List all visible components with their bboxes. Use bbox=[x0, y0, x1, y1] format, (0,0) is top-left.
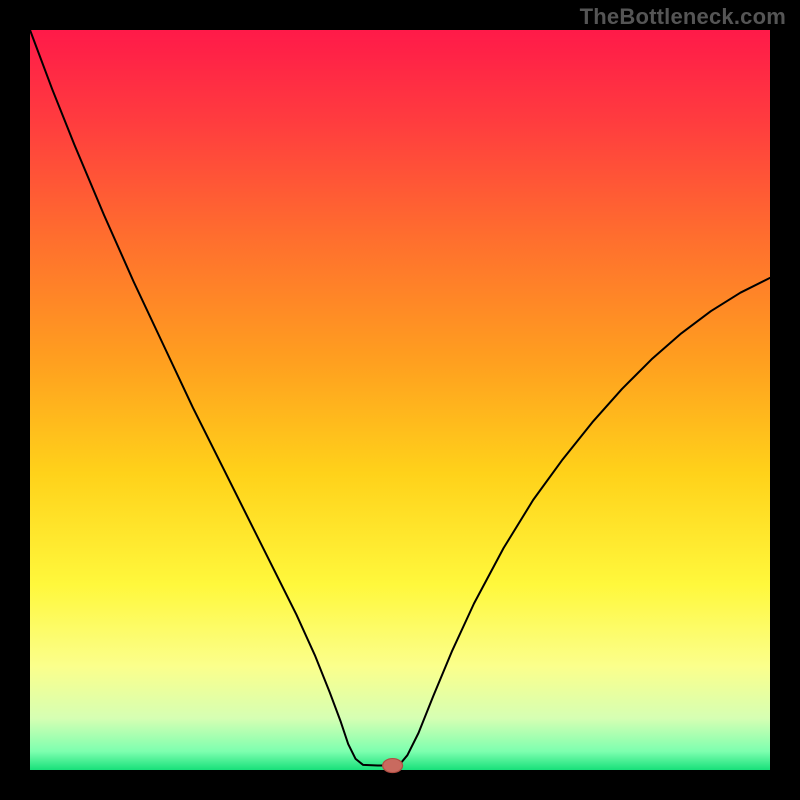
chart-container: TheBottleneck.com bbox=[0, 0, 800, 800]
plot-background bbox=[30, 30, 770, 770]
bottleneck-chart bbox=[0, 0, 800, 800]
watermark-text: TheBottleneck.com bbox=[580, 4, 786, 30]
min-marker bbox=[383, 759, 403, 773]
